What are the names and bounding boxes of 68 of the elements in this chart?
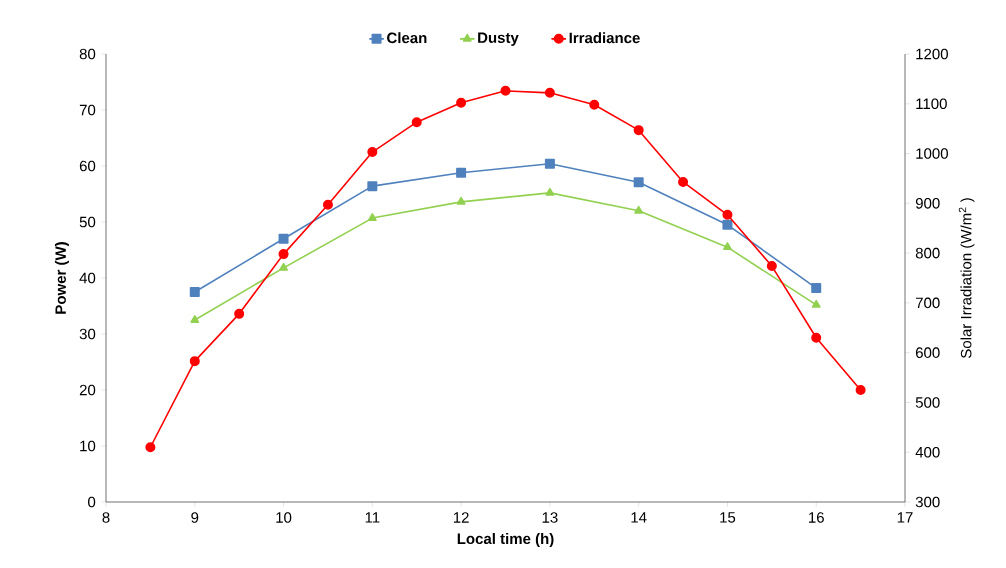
- point: [766, 261, 777, 272]
- point: [411, 117, 422, 128]
- point: [811, 299, 821, 308]
- point: [456, 196, 466, 205]
- point: [189, 287, 200, 297]
- point: [544, 158, 555, 169]
- x-tick-label: 11: [365, 512, 380, 523]
- x-tick-label: 8: [102, 512, 110, 523]
- y2-tick-label: 800: [915, 247, 940, 259]
- x-tick-label: 16: [809, 512, 824, 523]
- y-tick-label: 70: [79, 104, 96, 116]
- x-tick-label: 13: [542, 512, 558, 523]
- point: [589, 99, 600, 110]
- point: [811, 332, 822, 343]
- x-tick-label: 10: [276, 512, 292, 523]
- y-tick-label: 80: [79, 48, 96, 60]
- point: [367, 181, 378, 192]
- point: [633, 177, 644, 188]
- y2-tick-label: 400: [915, 446, 940, 458]
- y-tick-label: 60: [79, 160, 96, 172]
- point: [279, 262, 288, 271]
- point: [189, 356, 200, 367]
- y2-tick-label: 300: [915, 496, 940, 508]
- point: [811, 283, 822, 294]
- x-tick-label: 14: [631, 512, 647, 523]
- y2-tick-label: 1100: [916, 98, 947, 110]
- y-tick-label: 0: [88, 496, 96, 508]
- point: [145, 442, 156, 453]
- point: [367, 213, 377, 221]
- point: [234, 308, 245, 319]
- x-tick-label: 9: [191, 512, 199, 523]
- point: [190, 315, 200, 323]
- point: [278, 233, 289, 244]
- y-tick-label: 40: [79, 272, 96, 284]
- y2-tick-label: 500: [915, 397, 940, 408]
- x-axis-title: Local time (h): [457, 533, 554, 547]
- y2-tick-label: 1200: [916, 48, 948, 60]
- legend-label: Dusty: [478, 32, 519, 46]
- y2-tick-label: 700: [915, 297, 940, 309]
- point: [634, 205, 644, 214]
- y-tick-label: 20: [79, 384, 96, 396]
- point: [855, 385, 866, 395]
- y-tick-label: 10: [80, 440, 96, 452]
- x-tick-label: 17: [897, 512, 913, 523]
- point: [722, 209, 733, 220]
- legend-label: Irradiance: [569, 32, 640, 44]
- legend-label: Clean: [387, 32, 427, 44]
- point: [367, 147, 378, 158]
- point: [723, 242, 732, 251]
- point: [678, 176, 689, 187]
- y-tick-label: 30: [79, 328, 96, 340]
- point: [322, 199, 333, 210]
- y-tick-label: 50: [79, 216, 96, 228]
- point: [278, 249, 289, 260]
- point: [544, 87, 555, 98]
- y2-tick-label: 1000: [916, 148, 948, 159]
- y-axis-title: Power (W): [54, 242, 69, 314]
- y2-tick-label: 600: [915, 347, 940, 358]
- point: [633, 125, 644, 136]
- x-tick-label: 12: [453, 512, 469, 523]
- y2-axis-title: Solar Irradiation (W/m$^{2}$ ): [958, 198, 975, 359]
- point: [722, 219, 733, 230]
- point: [545, 187, 555, 196]
- y2-tick-label: 900: [915, 198, 940, 209]
- point: [456, 97, 467, 108]
- point: [500, 85, 511, 96]
- point: [456, 167, 467, 178]
- x-tick-label: 15: [720, 512, 736, 523]
